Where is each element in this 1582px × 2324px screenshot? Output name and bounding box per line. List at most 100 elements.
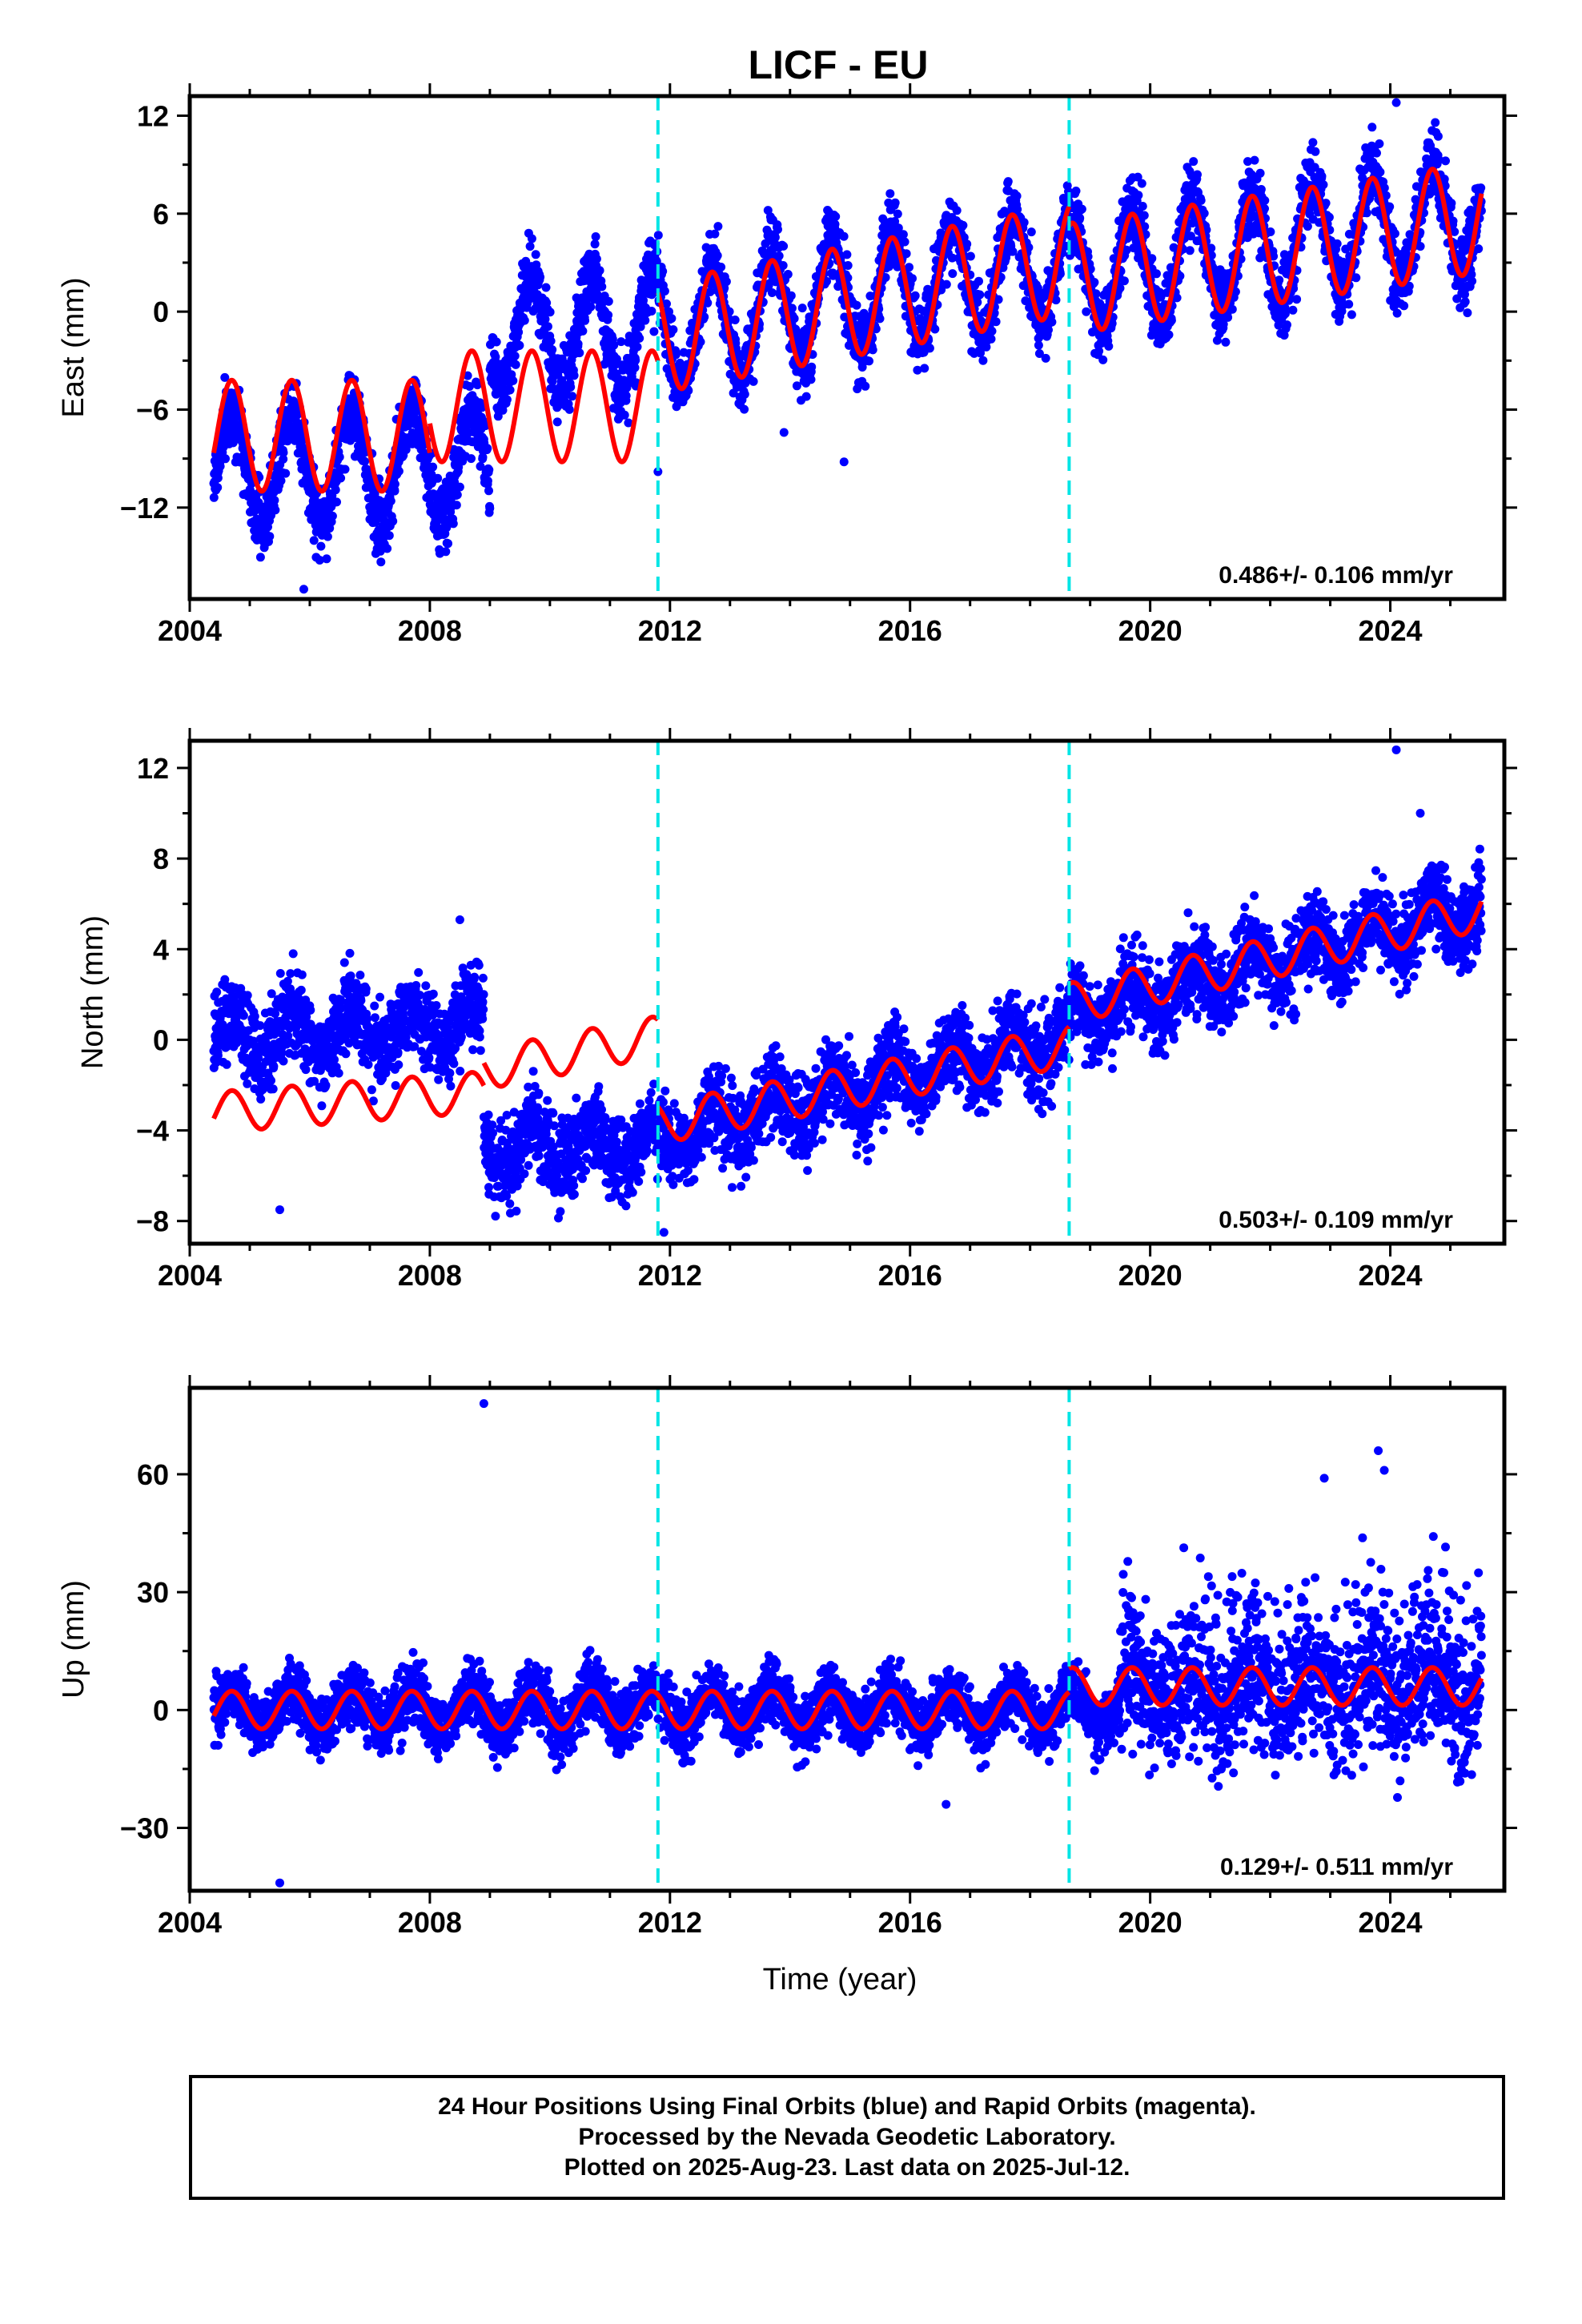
- data-point: [483, 444, 492, 453]
- data-point: [669, 325, 678, 335]
- data-point: [211, 1058, 221, 1067]
- data-point: [1375, 167, 1385, 177]
- data-point: [279, 448, 288, 457]
- data-point: [1439, 175, 1449, 184]
- data-point: [973, 298, 982, 307]
- data-point: [573, 339, 583, 348]
- data-point: [730, 316, 740, 324]
- data-point: [713, 222, 723, 231]
- data-point: [612, 354, 621, 364]
- data-point: [484, 465, 494, 475]
- data-point: [1034, 349, 1044, 358]
- data-point: [1275, 275, 1284, 285]
- data-point: [604, 296, 613, 306]
- data-point: [578, 326, 588, 336]
- data-point: [630, 363, 640, 372]
- y-tick-label: 12: [137, 99, 169, 132]
- data-point: [552, 417, 562, 427]
- data-point: [631, 356, 640, 365]
- data-point: [1279, 331, 1289, 340]
- data-point: [383, 544, 392, 553]
- outlier-point: [779, 428, 789, 437]
- x-tick-label: 2004: [158, 614, 222, 647]
- data-point: [1467, 270, 1476, 279]
- data-point: [740, 404, 749, 414]
- data-point: [770, 232, 780, 242]
- data-point: [671, 350, 681, 360]
- data-point: [441, 547, 451, 557]
- data-point: [1362, 208, 1371, 218]
- data-point: [1134, 191, 1143, 200]
- data-point: [843, 273, 853, 283]
- data-point: [1071, 187, 1081, 195]
- data-point: [1448, 216, 1458, 226]
- data-point: [900, 237, 909, 247]
- data-point: [910, 291, 920, 300]
- data-point: [621, 391, 631, 400]
- data-point: [1055, 269, 1065, 279]
- data-point: [1094, 346, 1104, 356]
- data-point: [477, 403, 487, 412]
- data-point: [604, 310, 613, 320]
- data-point: [510, 352, 520, 360]
- data-point: [268, 1084, 278, 1094]
- data-point: [502, 395, 512, 404]
- x-tick-label: 2012: [638, 614, 702, 647]
- data-point: [275, 969, 285, 978]
- data-point: [639, 296, 648, 305]
- data-point: [1164, 330, 1174, 340]
- data-point: [1256, 185, 1266, 194]
- scatter-points: [209, 98, 1486, 594]
- data-point: [1367, 123, 1377, 132]
- data-point: [463, 371, 472, 380]
- data-point: [1474, 244, 1484, 254]
- data-point: [566, 382, 576, 392]
- data-point: [277, 1048, 287, 1058]
- data-point: [1255, 168, 1265, 178]
- data-point: [1008, 247, 1018, 256]
- data-point: [807, 362, 817, 372]
- data-point: [717, 263, 726, 271]
- data-point: [1317, 171, 1327, 181]
- data-point: [336, 473, 346, 483]
- data-point: [665, 307, 673, 316]
- data-point: [797, 304, 807, 313]
- data-point: [684, 386, 693, 396]
- data-point: [1351, 273, 1361, 283]
- data-point: [215, 461, 225, 471]
- data-point: [1140, 222, 1150, 231]
- data-point: [1347, 310, 1356, 320]
- rate-label: 0.486+/- 0.106 mm/yr: [1219, 562, 1453, 589]
- data-point: [1091, 289, 1101, 299]
- data-point: [525, 242, 535, 251]
- data-point: [267, 1076, 275, 1085]
- data-point: [492, 337, 501, 347]
- data-point: [212, 987, 222, 997]
- data-point: [254, 1053, 263, 1063]
- data-point: [1250, 155, 1259, 165]
- data-point: [1468, 276, 1477, 286]
- data-point: [269, 1062, 279, 1071]
- data-point: [789, 314, 799, 324]
- data-point: [548, 345, 557, 355]
- data-point: [220, 975, 230, 984]
- data-point: [1013, 205, 1022, 214]
- data-point: [444, 539, 452, 549]
- data-point: [386, 497, 396, 506]
- data-point: [209, 493, 219, 502]
- data-point: [433, 473, 443, 483]
- data-point: [710, 229, 720, 239]
- data-point: [885, 189, 895, 199]
- data-point: [1431, 118, 1440, 127]
- data-point: [1243, 157, 1252, 167]
- data-point: [767, 288, 777, 297]
- data-point: [515, 340, 524, 350]
- data-point: [255, 1021, 265, 1031]
- data-point: [511, 360, 520, 369]
- data-point: [1077, 204, 1086, 214]
- y-tick-label: 6: [153, 198, 169, 231]
- data-point: [1122, 245, 1131, 255]
- data-point: [822, 276, 831, 286]
- data-point: [390, 480, 400, 489]
